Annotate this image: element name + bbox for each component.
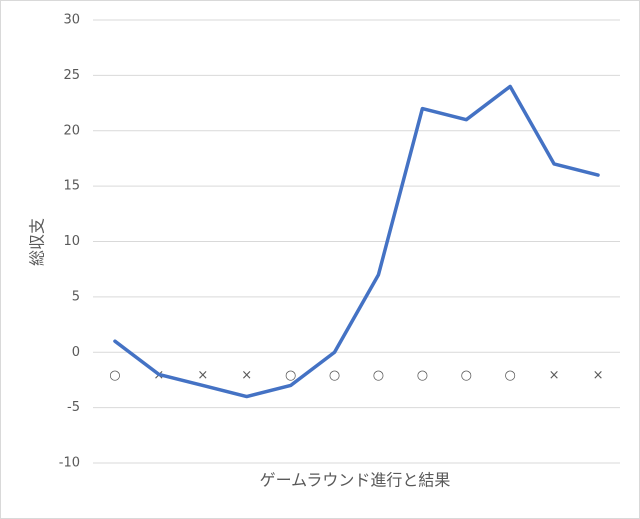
x-tick-label: ○ [461, 368, 472, 383]
x-tick-label: × [593, 368, 604, 383]
x-tick-label: ○ [109, 368, 120, 383]
x-tick-label: × [549, 368, 560, 383]
y-tick-label: 25 [63, 68, 80, 83]
x-tick-label: × [197, 368, 208, 383]
y-tick-label: 10 [63, 234, 80, 249]
y-tick-label: 5 [72, 289, 80, 304]
x-tick-label: ○ [285, 368, 296, 383]
y-axis-label: 総収支 [28, 218, 47, 266]
y-tick-label: 0 [72, 345, 80, 360]
y-tick-label: 30 [63, 13, 80, 28]
line [113, 84, 600, 399]
x-tick-label: ○ [373, 368, 384, 383]
x-tick-label: ○ [505, 368, 516, 383]
y-tick-label: 15 [63, 179, 80, 194]
x-axis-label: ゲームラウンド進行と結果 [260, 471, 451, 490]
y-tick-label: -5 [67, 400, 80, 415]
y-tick-label: 20 [63, 123, 80, 138]
x-tick-label: × [241, 368, 252, 383]
x-tick-label: ○ [329, 368, 340, 383]
y-tick-label: -10 [59, 456, 80, 471]
x-tick-label: ○ [417, 368, 428, 383]
